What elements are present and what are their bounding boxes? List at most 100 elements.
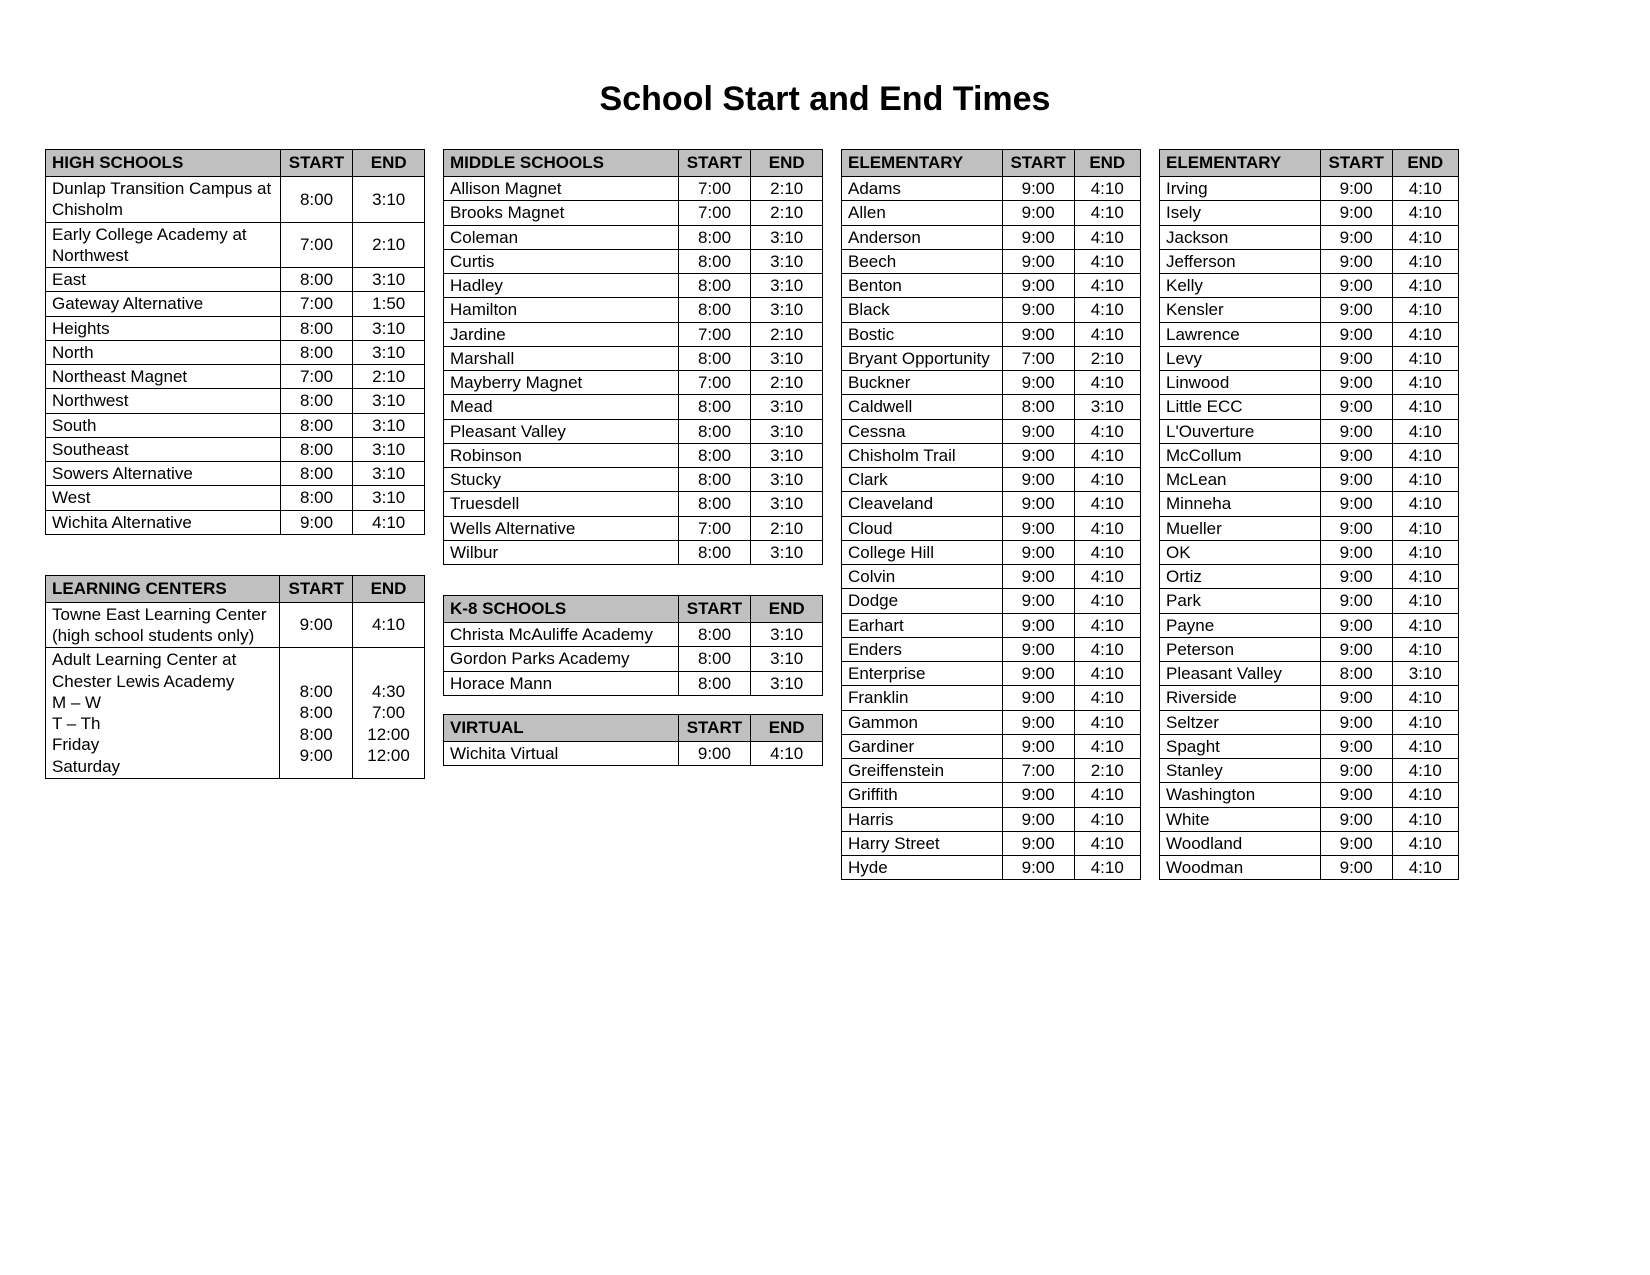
table-row: Gateway Alternative7:001:50: [46, 292, 425, 316]
table-row: Chisholm Trail9:004:10: [842, 443, 1141, 467]
start-time-cell: 9:00: [280, 510, 353, 534]
end-time-cell: 4:10: [1392, 177, 1458, 201]
start-time-cell: 9:00: [1320, 419, 1392, 443]
start-time-cell: 9:00: [1002, 710, 1074, 734]
start-time-cell: 9:00: [1320, 637, 1392, 661]
school-name-cell: Mead: [444, 395, 679, 419]
school-name-cell: Washington: [1160, 783, 1321, 807]
end-time-cell: 4:10: [353, 602, 425, 648]
start-time-cell: 8:00: [280, 268, 353, 292]
school-name-cell: Wells Alternative: [444, 516, 679, 540]
table-row: Bryant Opportunity7:002:10: [842, 346, 1141, 370]
school-name-cell: Harris: [842, 807, 1003, 831]
start-time-cell: 8:00: [280, 486, 353, 510]
end-time-cell: 3:10: [353, 413, 425, 437]
table-row: Hamilton8:003:10: [444, 298, 823, 322]
table-row: L'Ouverture9:004:10: [1160, 419, 1459, 443]
table-row: Seltzer9:004:10: [1160, 710, 1459, 734]
start-time-cell: 7:00: [280, 292, 353, 316]
table-row: Pleasant Valley8:003:10: [444, 419, 823, 443]
start-time-cell: 9:00: [1320, 831, 1392, 855]
school-name-cell: Levy: [1160, 346, 1321, 370]
school-name-cell: Park: [1160, 589, 1321, 613]
start-time-cell: 9:00: [1002, 516, 1074, 540]
end-time-cell: 4:10: [1074, 613, 1140, 637]
end-time-cell: 4:10: [1392, 371, 1458, 395]
start-time-cell: 9:00: [1320, 856, 1392, 880]
table-row: Jackson9:004:10: [1160, 225, 1459, 249]
school-name-cell: Woodland: [1160, 831, 1321, 855]
school-name-cell: Spaght: [1160, 734, 1321, 758]
school-name-cell: East: [46, 268, 281, 292]
table-row: Brooks Magnet7:002:10: [444, 201, 823, 225]
end-time-cell: 4:10: [1392, 468, 1458, 492]
table-row: Horace Mann8:003:10: [444, 671, 823, 695]
column-header: MIDDLE SCHOOLS: [444, 150, 679, 177]
table-row: Payne9:004:10: [1160, 613, 1459, 637]
column-header: HIGH SCHOOLS: [46, 150, 281, 177]
end-time-cell: 3:10: [1392, 662, 1458, 686]
school-name-cell: Truesdell: [444, 492, 679, 516]
start-time-cell: 9:00: [1320, 298, 1392, 322]
school-name-cell: Seltzer: [1160, 710, 1321, 734]
start-time-cell: 9:00: [1002, 249, 1074, 273]
start-time-cell: 9:00: [1320, 516, 1392, 540]
table-row: Griffith9:004:10: [842, 783, 1141, 807]
school-name-cell: McCollum: [1160, 443, 1321, 467]
column-3: ELEMENTARYSTARTENDAdams9:004:10Allen9:00…: [841, 149, 1141, 880]
table-row: Northwest8:003:10: [46, 389, 425, 413]
school-name-cell: Wichita Virtual: [444, 741, 679, 765]
table-row: Buckner9:004:10: [842, 371, 1141, 395]
table-row: Curtis8:003:10: [444, 249, 823, 273]
end-time-cell: 3:10: [1074, 395, 1140, 419]
end-time-cell: 4:10: [1074, 249, 1140, 273]
start-time-cell: 9:00: [1002, 662, 1074, 686]
start-time-cell: 9:00: [1002, 565, 1074, 589]
column-header: END: [353, 150, 425, 177]
start-time-cell: 9:00: [1320, 395, 1392, 419]
column-header: ELEMENTARY: [842, 150, 1003, 177]
end-time-cell: 4:10: [1074, 734, 1140, 758]
end-time-cell: 3:10: [353, 340, 425, 364]
end-time-cell: 3:10: [353, 437, 425, 461]
school-name-cell: Gardiner: [842, 734, 1003, 758]
school-name-cell: Wichita Alternative: [46, 510, 281, 534]
table-row: Coleman8:003:10: [444, 225, 823, 249]
table-row: Levy9:004:10: [1160, 346, 1459, 370]
school-name-cell: Lawrence: [1160, 322, 1321, 346]
table-row: Mayberry Magnet7:002:10: [444, 371, 823, 395]
start-time-cell: 7:00: [678, 201, 751, 225]
table-row: Adams9:004:10: [842, 177, 1141, 201]
start-time-cell: 9:00: [1002, 637, 1074, 661]
start-time-cell: 9:00: [1002, 492, 1074, 516]
page-title: School Start and End Times: [45, 80, 1605, 119]
start-time-cell: 8:00: [678, 540, 751, 564]
end-time-cell: 4:10: [1392, 516, 1458, 540]
table-row: Linwood9:004:10: [1160, 371, 1459, 395]
start-time-cell: 8:00: [280, 316, 353, 340]
start-time-cell: 9:00: [1320, 807, 1392, 831]
table-row: West8:003:10: [46, 486, 425, 510]
end-time-cell: 4:10: [1392, 225, 1458, 249]
school-name-cell: Isely: [1160, 201, 1321, 225]
end-time-cell: 2:10: [751, 322, 823, 346]
end-time-cell: 4:10: [1392, 346, 1458, 370]
column-header: START: [678, 150, 751, 177]
table-row: Robinson8:003:10: [444, 443, 823, 467]
table-row: McLean9:004:10: [1160, 468, 1459, 492]
start-time-cell: 9:00: [1320, 443, 1392, 467]
start-time-cell: 9:00: [1320, 371, 1392, 395]
start-time-cell: 9:00: [1002, 371, 1074, 395]
school-name-cell: Pleasant Valley: [444, 419, 679, 443]
school-name-cell: Jackson: [1160, 225, 1321, 249]
end-time-cell: 3:10: [751, 249, 823, 273]
start-time-cell: 8:00: [678, 671, 751, 695]
start-time-cell: 9:00: [1320, 274, 1392, 298]
end-time-cell: 4:10: [751, 741, 823, 765]
table-row: Dunlap Transition Campus at Chisholm8:00…: [46, 177, 425, 223]
table-row: Wichita Virtual9:004:10: [444, 741, 823, 765]
table-row: Greiffenstein7:002:10: [842, 759, 1141, 783]
start-time-cell: 8:00: [678, 443, 751, 467]
end-time-cell: 4:10: [1392, 540, 1458, 564]
school-name-cell: OK: [1160, 540, 1321, 564]
